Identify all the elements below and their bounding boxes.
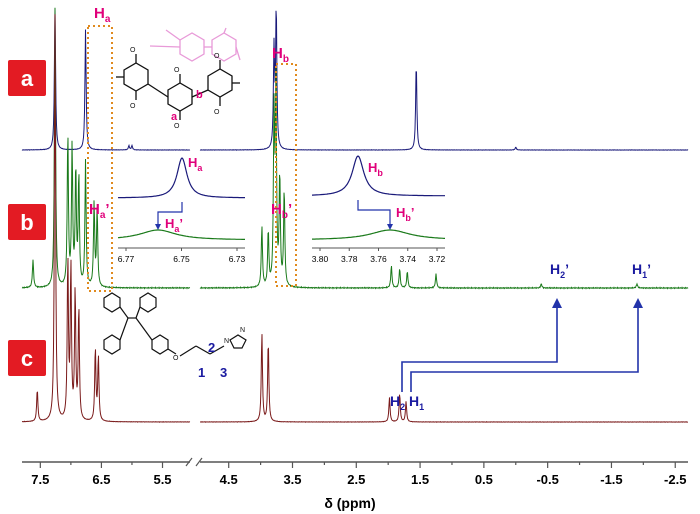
x-tick-label--2.5: -2.5 xyxy=(664,472,686,487)
inset-left-tick-label-6.77: 6.77 xyxy=(118,254,135,264)
label-hb-prime: Hb’ xyxy=(271,201,292,221)
inset-right-tick-label-3.72: 3.72 xyxy=(429,254,446,264)
arrow-h2-to-h2prime xyxy=(401,306,558,392)
chain-label-3: 3 xyxy=(220,365,227,380)
label-h2: H2 xyxy=(390,393,405,412)
x-tick-label-3.5: 3.5 xyxy=(283,472,301,487)
x-tick-label-1.5: 1.5 xyxy=(411,472,429,487)
inset-right-arrow-head xyxy=(387,224,393,230)
x-tick-label-7.5: 7.5 xyxy=(31,472,49,487)
svg-text:N: N xyxy=(240,327,245,334)
inset-right-arrow xyxy=(357,200,391,226)
x-tick-label-4.5: 4.5 xyxy=(220,472,238,487)
hb-highlight-box xyxy=(275,63,297,287)
spectra-group xyxy=(21,7,689,423)
x-tick-label--1.5: -1.5 xyxy=(600,472,622,487)
tpe-imidazole-structure-icon: O N N xyxy=(103,292,247,362)
panel-b-label: b xyxy=(20,210,33,235)
inset-left-free-curve xyxy=(117,157,245,199)
x-axis-label: δ (ppm) xyxy=(324,495,375,511)
label-ha: Ha xyxy=(94,5,111,25)
label-h1-prime: H1’ xyxy=(632,261,651,280)
ha-highlight-box xyxy=(87,25,113,292)
arrow-head-h1 xyxy=(633,298,643,308)
svg-text:O: O xyxy=(174,123,180,130)
x-axis: 7.5 6.5 5.5 4.5 3.5 2.5 1.5 0.5 -0.5 -1.5 -2.5 xyxy=(22,457,688,487)
label-h1: H1 xyxy=(409,393,424,412)
chain-label-1: 1 xyxy=(198,365,205,380)
structure-label-a: a xyxy=(171,111,178,123)
svg-text:O: O xyxy=(174,67,180,74)
inset-right-tick-label-3.80: 3.80 xyxy=(312,254,329,264)
inset-left-tick-label-6.75: 6.75 xyxy=(173,254,190,264)
structure-label-b: b xyxy=(196,89,203,101)
inset-right-complex-curve xyxy=(312,229,445,240)
inset-left-label-top: Ha xyxy=(188,155,203,173)
svg-text:N: N xyxy=(224,338,229,345)
x-tick-label--0.5: -0.5 xyxy=(536,472,558,487)
svg-text:O: O xyxy=(130,103,136,110)
x-tick-label-6.5: 6.5 xyxy=(92,472,110,487)
inset-right-label-bottom: Hb’ xyxy=(396,205,415,223)
inset-right: 3.80 3.78 3.76 3.74 3.72 Hb Hb’ xyxy=(312,155,446,264)
spectrum-b xyxy=(21,7,689,290)
inset-right-tick-label-3.74: 3.74 xyxy=(399,254,416,264)
spectrum-a xyxy=(21,7,689,151)
chain-label-2: 2 xyxy=(208,340,215,355)
x-tick-label-0.5: 0.5 xyxy=(475,472,493,487)
inset-right-tick-label-3.76: 3.76 xyxy=(370,254,387,264)
svg-text:O: O xyxy=(214,53,220,60)
label-ha-prime: Ha’ xyxy=(89,201,110,221)
x-tick-label-2.5: 2.5 xyxy=(347,472,365,487)
axis-break-1 xyxy=(195,457,203,467)
x-tick-label-5.5: 5.5 xyxy=(153,472,171,487)
inset-right-tick-label-3.78: 3.78 xyxy=(341,254,358,264)
inset-left: 6.77 6.75 6.73 Ha Ha’ xyxy=(118,155,246,264)
panel-c-badge: c xyxy=(8,340,46,376)
pillararene-structure-icon: O O O O O O a b xyxy=(116,27,241,130)
arrow-head-h2 xyxy=(552,298,562,308)
inset-left-tick-label-6.73: 6.73 xyxy=(229,254,246,264)
spectrum-c xyxy=(21,14,688,423)
inset-left-arrow xyxy=(157,202,183,226)
svg-text:O: O xyxy=(173,355,179,362)
panel-a-label: a xyxy=(21,66,34,91)
axis-break-0 xyxy=(185,457,193,467)
label-h2-prime: H2’ xyxy=(550,261,569,280)
inset-right-free-curve xyxy=(312,155,445,197)
inset-left-complex-curve xyxy=(117,229,245,240)
svg-text:O: O xyxy=(214,109,220,116)
arrow-h1-to-h1prime xyxy=(410,306,639,392)
inset-right-label-top: Hb xyxy=(368,160,383,178)
svg-text:O: O xyxy=(130,47,136,54)
inset-left-label-bottom: Ha’ xyxy=(165,216,183,234)
shift-arrows xyxy=(401,306,639,392)
panel-a-badge: a xyxy=(8,60,46,96)
panel-c-label: c xyxy=(21,346,33,371)
inset-left-arrow-head xyxy=(155,224,161,230)
panel-b-badge: b xyxy=(8,204,46,240)
label-hb: Hb xyxy=(272,45,289,65)
